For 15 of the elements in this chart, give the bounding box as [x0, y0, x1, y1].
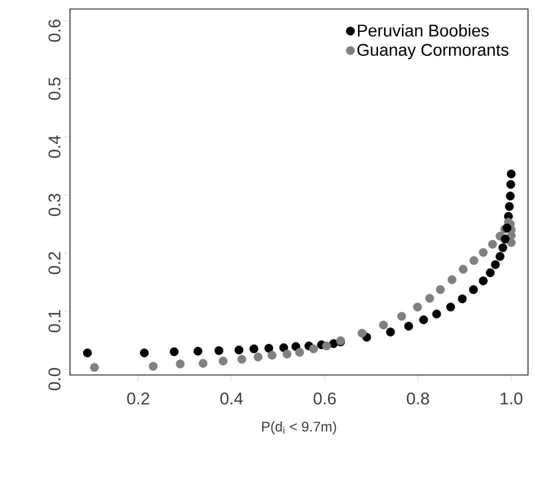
y-tick-label: 0.5	[48, 78, 60, 100]
legend-label: Peruvian Boobies	[358, 24, 489, 37]
legend-label: Guanay Cormorants	[357, 44, 508, 60]
x-tick-label: 0.4	[220, 392, 243, 404]
y-tick-label: 0.1	[48, 310, 60, 332]
x-tick-label: 0.8	[406, 392, 430, 404]
x-tick-label: 0.2	[127, 392, 150, 404]
y-tick-label: 0.0	[48, 368, 60, 390]
y-tick-label: 0.2	[48, 252, 60, 274]
x-tick-label: 1.0	[500, 392, 522, 404]
y-tick-label: 0.6	[48, 20, 60, 42]
y-tick-label: 0.3	[48, 194, 60, 216]
y-tick-label: 0.4	[48, 136, 60, 158]
x-axis-title: P(d$_{i}$ < 9.7m)	[262, 421, 336, 434]
x-tick-label: 0.6	[314, 392, 336, 404]
